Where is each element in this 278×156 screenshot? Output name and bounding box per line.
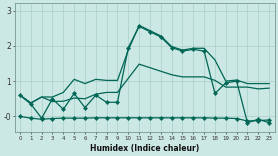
X-axis label: Humidex (Indice chaleur): Humidex (Indice chaleur) [90,144,199,153]
